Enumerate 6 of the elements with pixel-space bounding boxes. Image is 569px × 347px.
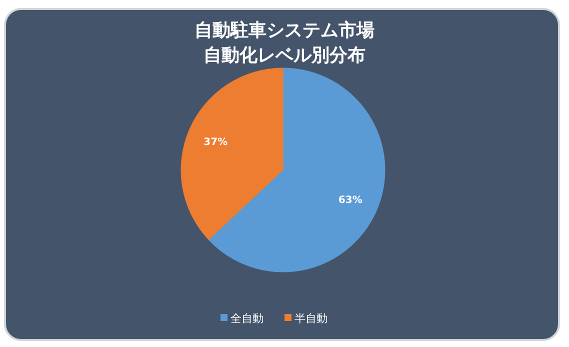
data-label: 63% [338, 195, 362, 206]
legend-label: 全自動 [230, 312, 264, 325]
chart-title: 自動駐車システム市場 [194, 20, 374, 41]
data-label: 37% [204, 136, 228, 148]
chart-subtitle: 自動化レベル別分布 [204, 45, 366, 66]
legend-label: 半自動 [294, 312, 328, 325]
